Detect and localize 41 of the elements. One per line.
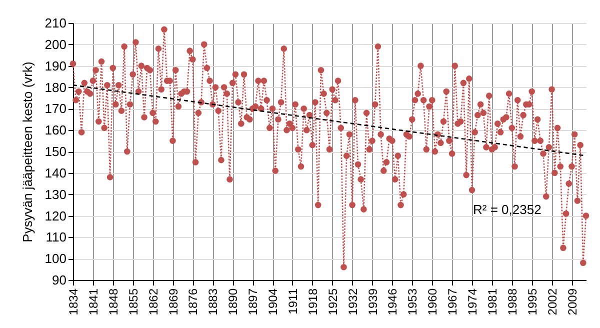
x-tick-label: 1939	[366, 288, 380, 316]
y-tick-label: 130	[44, 186, 66, 202]
y-tick-label: 200	[44, 36, 66, 52]
x-tick-label: 1953	[406, 288, 420, 316]
x-tick-label: 1974	[466, 288, 480, 316]
x-tick-label: 1890	[226, 288, 240, 316]
x-tick-label: 2002	[545, 288, 560, 316]
x-tick-label: 1946	[386, 288, 400, 316]
y-tick-label: 210	[44, 16, 66, 30]
y-tick-label: 170	[44, 101, 66, 116]
y-tick-label: 110	[46, 230, 66, 245]
x-tick-label: 1883	[206, 288, 220, 316]
x-tick-label: 1925	[326, 288, 340, 316]
x-tick-label: 1960	[426, 288, 440, 316]
x-tick-label: 1967	[446, 288, 460, 316]
x-tick-label: 1988	[505, 288, 520, 316]
y-tick-label: 160	[44, 122, 66, 138]
x-tick-label: 1855	[126, 288, 140, 316]
x-tick-label: 1848	[106, 288, 120, 316]
x-tick-label: 1918	[306, 288, 320, 316]
x-tick-label: 2009	[565, 288, 580, 316]
x-tick-label: 1876	[186, 288, 200, 316]
x-tick-label: 1834	[66, 288, 80, 316]
x-tick-label: 1869	[166, 288, 180, 316]
x-tick-label: 1904	[266, 288, 280, 316]
y-tick-label: 120	[44, 208, 66, 224]
x-tick-label: 1995	[525, 288, 540, 316]
y-tick-label: 100	[44, 251, 66, 266]
y-tick-label: 180	[44, 80, 66, 95]
annotation: R² = 0,2352	[473, 202, 542, 217]
y-tick-label: 190	[44, 58, 66, 74]
y-tick-label: 140	[44, 165, 66, 180]
y-tick-label: 90	[52, 272, 66, 288]
x-tick-label: 1841	[86, 288, 100, 316]
x-tick-label: 1911	[286, 288, 300, 314]
y-tick-label: 150	[44, 144, 66, 159]
x-tick-label: 1981	[485, 288, 500, 316]
y-axis-title: Pysyvän jääpeitteen kesto (vrk)	[20, 62, 35, 242]
x-tick-label: 1862	[146, 288, 160, 316]
x-tick-label: 1897	[246, 288, 260, 316]
x-tick-label: 1932	[346, 288, 360, 316]
